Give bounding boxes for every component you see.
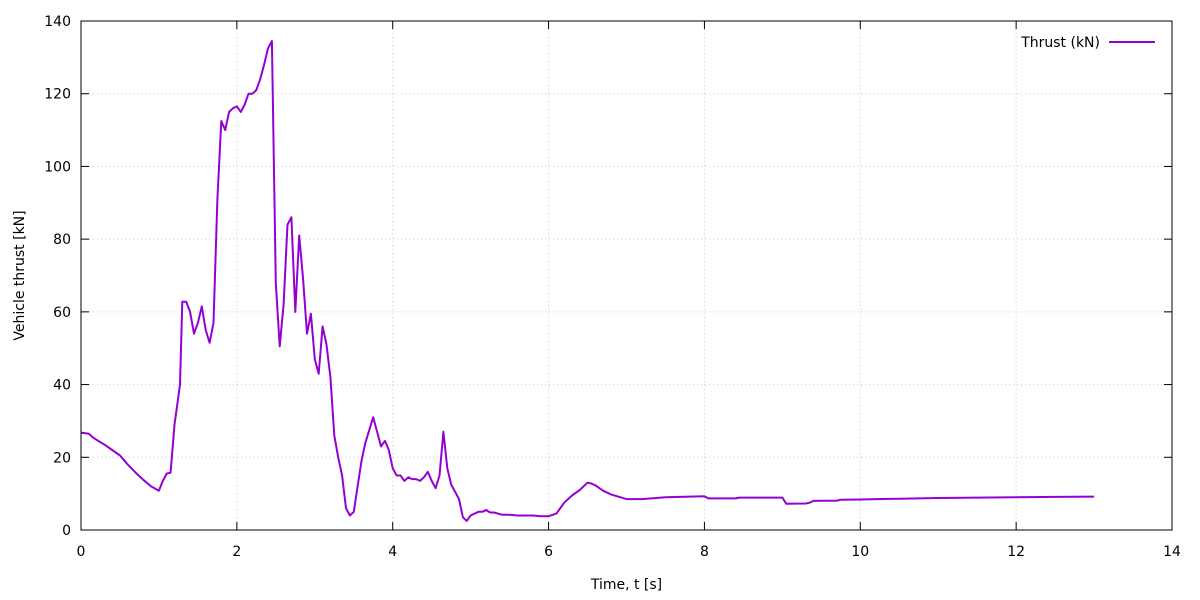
y-axis-title: Vehicle thrust [kN] bbox=[12, 210, 28, 340]
y-tick-label: 20 bbox=[53, 450, 71, 466]
y-tick-label: 80 bbox=[53, 232, 71, 248]
x-tick-label: 8 bbox=[700, 544, 709, 560]
x-tick-label: 14 bbox=[1163, 544, 1181, 560]
y-tick-label: 40 bbox=[53, 378, 71, 394]
series-lines bbox=[80, 40, 1095, 522]
x-axis-title: Time, t [s] bbox=[590, 577, 662, 593]
x-tick-label: 4 bbox=[388, 544, 397, 560]
x-tick-label: 6 bbox=[544, 544, 553, 560]
x-tick-label: 0 bbox=[77, 544, 86, 560]
thrust-series-line bbox=[80, 40, 1095, 522]
legend: Thrust (kN) bbox=[1020, 35, 1155, 51]
x-tick-label: 2 bbox=[232, 544, 241, 560]
y-tick-label: 120 bbox=[44, 87, 71, 103]
y-tick-label: 140 bbox=[44, 14, 71, 30]
x-tick-label: 10 bbox=[851, 544, 869, 560]
y-tick-label: 100 bbox=[44, 159, 71, 175]
plot-frame bbox=[80, 20, 1173, 531]
grid-lines bbox=[81, 21, 1172, 530]
y-tick-label: 60 bbox=[53, 305, 71, 321]
legend-label: Thrust (kN) bbox=[1020, 35, 1100, 51]
y-tick-label: 0 bbox=[62, 523, 71, 539]
x-tick-label: 12 bbox=[1007, 544, 1025, 560]
